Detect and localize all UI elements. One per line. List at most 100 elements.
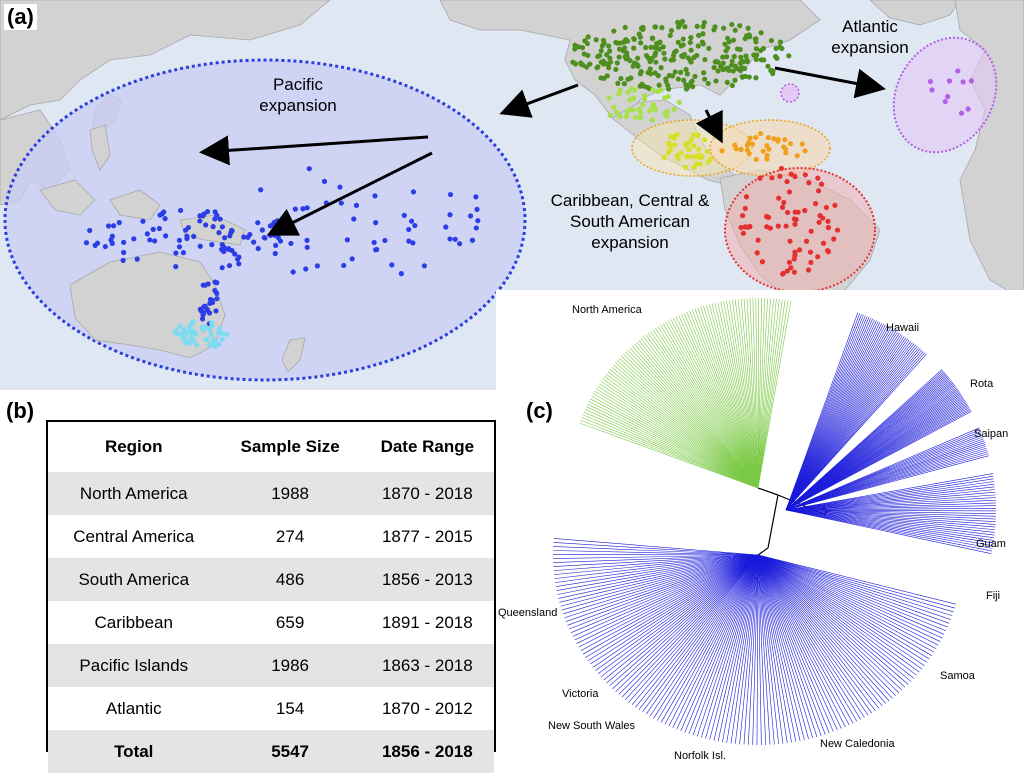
sample-dot-north-america [624, 50, 629, 55]
sample-dot-north-america [635, 56, 640, 61]
sample-dot-north-america [659, 25, 664, 30]
tree-branch-north-america [625, 352, 758, 488]
sample-dot-pacific [84, 240, 89, 245]
table-row: Atlantic 154 1870 - 2012 [48, 687, 494, 730]
sample-dot-pacific [337, 184, 342, 189]
sample-dot-north-america [695, 24, 700, 29]
sample-dot-pacific [447, 236, 452, 241]
sample-dot-mexico [632, 87, 637, 92]
sample-dot-north-america [689, 78, 694, 83]
sample-dot-north-america [623, 25, 628, 30]
sample-dot-north-america [774, 56, 779, 61]
sample-dot-atlantic [929, 87, 934, 92]
sample-dot-mexico [625, 109, 630, 114]
cell-region: Atlantic [48, 687, 220, 730]
cell-region: Pacific Islands [48, 644, 220, 687]
cell-date-range: 1856 - 2013 [361, 558, 494, 601]
sample-dot-pacific [273, 243, 278, 248]
header-sample-size: Sample Size [220, 422, 361, 472]
sample-dot-pacific [111, 223, 116, 228]
cell-sample-size: 1988 [220, 472, 361, 515]
sample-dot-pacific [205, 307, 210, 312]
sample-dot-pacific [121, 240, 126, 245]
sample-dot-north-america [701, 70, 706, 75]
sample-dot-pacific [103, 244, 108, 249]
sample-dot-north-america [712, 24, 717, 29]
sample-dot-south-america [826, 249, 831, 254]
sample-dot-north-america [706, 46, 711, 51]
sample-dot-mexico [608, 113, 613, 118]
tree-branch-guam [786, 510, 991, 554]
sample-dot-mexico [666, 94, 671, 99]
sample-dot-north-america [582, 51, 587, 56]
sample-dot-north-america [570, 60, 575, 65]
tree-branch-guam [786, 510, 994, 538]
sample-dot-central-america [689, 137, 694, 142]
sample-dot-north-america [746, 26, 751, 31]
sample-dot-mexico [658, 88, 663, 93]
sample-dot-pacific [178, 208, 183, 213]
sample-dot-atlantic [969, 78, 974, 83]
sample-dot-central-america [691, 132, 696, 137]
sample-dot-pacific [186, 225, 191, 230]
sample-dot-north-america [682, 24, 687, 29]
sample-dot-north-america [725, 45, 730, 50]
sample-dot-pacific [260, 227, 265, 232]
sample-dot-north-america [653, 50, 658, 55]
sample-dot-north-america [667, 73, 672, 78]
sample-dot-pacific [163, 233, 168, 238]
sample-dot-north-america [657, 40, 662, 45]
sample-dot-north-america [688, 35, 693, 40]
sample-dot-south-america [803, 172, 808, 177]
sample-dot-north-america [669, 57, 674, 62]
sample-dot-south-america [757, 176, 762, 181]
sample-dot-south-america [743, 224, 748, 229]
sample-dot-pacific [117, 220, 122, 225]
sample-dot-north-america [638, 40, 643, 45]
sample-dot-queensland [216, 330, 221, 335]
sample-dot-north-america [638, 71, 643, 76]
total-date-range: 1856 - 2018 [361, 730, 494, 773]
sample-dot-south-america [785, 210, 790, 215]
tree-label-fiji: Fiji [986, 590, 1000, 602]
sample-dot-north-america [643, 45, 648, 50]
sample-dot-queensland [177, 324, 182, 329]
sample-dot-caribbean [788, 141, 793, 146]
tree-branch-north-america [758, 299, 776, 488]
sample-dot-queensland [209, 323, 214, 328]
total-sample-size: 5547 [220, 730, 361, 773]
sample-dot-pacific [211, 224, 216, 229]
table-row: North America 1988 1870 - 2018 [48, 472, 494, 515]
cell-date-range: 1863 - 2018 [361, 644, 494, 687]
sample-dot-central-america [691, 143, 696, 148]
tree-label-new-caledonia: New Caledonia [820, 738, 895, 750]
sample-dot-mexico [627, 97, 632, 102]
sample-dot-pacific [402, 213, 407, 218]
sample-dot-north-america [622, 81, 627, 86]
sample-dot-north-america [779, 46, 784, 51]
sample-dot-pacific [350, 256, 355, 261]
sample-dot-pacific [345, 237, 350, 242]
sample-dot-south-america [793, 210, 798, 215]
sample-dot-caribbean [766, 135, 771, 140]
sample-dot-north-america [631, 46, 636, 51]
sample-dot-mexico [664, 114, 669, 119]
sample-dot-pacific [216, 230, 221, 235]
sample-dot-central-america [676, 156, 681, 161]
tree-branch-hawaii [786, 330, 894, 510]
sample-dot-pacific [372, 193, 377, 198]
sample-dot-north-america [721, 61, 726, 66]
sample-dot-pacific [214, 296, 219, 301]
tree-branch-pacific [553, 546, 758, 555]
sample-dot-north-america [733, 28, 738, 33]
sample-dot-south-america [740, 213, 745, 218]
sample-dot-central-america [683, 165, 688, 170]
sample-dot-south-america [747, 224, 752, 229]
sample-dot-pacific [276, 235, 281, 240]
sample-dot-pacific [213, 308, 218, 313]
sample-dot-north-america [638, 84, 643, 89]
sample-dot-north-america [657, 83, 662, 88]
sample-dot-caribbean [747, 151, 752, 156]
sample-dot-north-america [683, 67, 688, 72]
cell-date-range: 1891 - 2018 [361, 601, 494, 644]
